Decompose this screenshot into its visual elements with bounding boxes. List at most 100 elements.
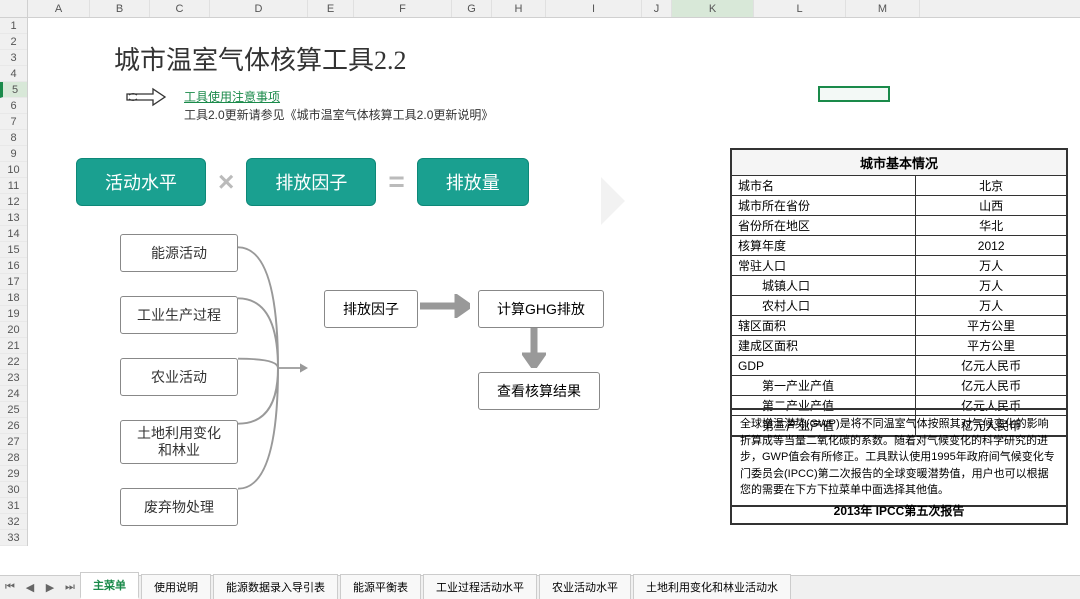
row-header[interactable]: 32 <box>0 514 27 530</box>
row-header[interactable]: 17 <box>0 274 27 290</box>
table-row[interactable]: 城市名北京 <box>731 176 1067 196</box>
sheet-tab[interactable]: 能源数据录入导引表 <box>213 574 338 599</box>
cell-selection[interactable] <box>818 86 890 102</box>
view-result-box[interactable]: 查看核算结果 <box>478 372 600 410</box>
row-header[interactable]: 33 <box>0 530 27 546</box>
emission-factor-box[interactable]: 排放因子 <box>324 290 418 328</box>
tab-nav-prev[interactable]: ◀ <box>20 581 40 594</box>
sheet-tab[interactable]: 农业活动水平 <box>539 574 631 599</box>
row-header[interactable]: 28 <box>0 450 27 466</box>
table-row[interactable]: 常驻人口万人 <box>731 256 1067 276</box>
usage-notes-link[interactable]: 工具使用注意事项 <box>184 88 280 105</box>
table-row[interactable]: 省份所在地区华北 <box>731 216 1067 236</box>
table-row[interactable]: 第一产业产值亿元人民币 <box>731 376 1067 396</box>
row-header[interactable]: 18 <box>0 290 27 306</box>
row-header[interactable]: 29 <box>0 466 27 482</box>
row-header[interactable]: 5 <box>0 82 27 98</box>
info-label: GDP <box>731 356 916 376</box>
column-header[interactable]: M <box>846 0 920 17</box>
table-row[interactable]: 农村人口万人 <box>731 296 1067 316</box>
sheet-tab[interactable]: 主菜单 <box>80 572 139 599</box>
row-header[interactable]: 19 <box>0 306 27 322</box>
row-header[interactable]: 30 <box>0 482 27 498</box>
info-value[interactable]: 万人 <box>916 256 1067 276</box>
info-value[interactable]: 亿元人民币 <box>916 356 1067 376</box>
column-header[interactable]: I <box>546 0 642 17</box>
sheet-tabs-bar: ⏮ ◀ ▶ ⏭ 主菜单使用说明能源数据录入导引表能源平衡表工业过程活动水平农业活… <box>0 575 1080 599</box>
row-header[interactable]: 16 <box>0 258 27 274</box>
sheet-canvas[interactable]: 城市温室气体核算工具2.2 工具使用注意事项 工具2.0更新请参见《城市温室气体… <box>28 18 1080 575</box>
row-header[interactable]: 4 <box>0 66 27 82</box>
row-header[interactable]: 20 <box>0 322 27 338</box>
info-value[interactable]: 万人 <box>916 276 1067 296</box>
tab-nav-next[interactable]: ▶ <box>40 581 60 594</box>
activity-box[interactable]: 废弃物处理 <box>120 488 238 526</box>
activity-box[interactable]: 农业活动 <box>120 358 238 396</box>
column-header[interactable]: D <box>210 0 308 17</box>
info-value[interactable]: 华北 <box>916 216 1067 236</box>
row-header[interactable]: 7 <box>0 114 27 130</box>
column-header[interactable]: E <box>308 0 354 17</box>
pill-factor: 排放因子 <box>246 158 376 206</box>
column-header[interactable]: B <box>90 0 150 17</box>
table-row[interactable]: 建成区面积平方公里 <box>731 336 1067 356</box>
row-header[interactable]: 31 <box>0 498 27 514</box>
sheet-tab[interactable]: 土地利用变化和林业活动水 <box>633 574 791 599</box>
table-row[interactable]: 城市所在省份山西 <box>731 196 1067 216</box>
row-header[interactable]: 12 <box>0 194 27 210</box>
table-row[interactable]: GDP亿元人民币 <box>731 356 1067 376</box>
row-header[interactable]: 13 <box>0 210 27 226</box>
row-header[interactable]: 6 <box>0 98 27 114</box>
activity-box[interactable]: 工业生产过程 <box>120 296 238 334</box>
row-header[interactable]: 25 <box>0 402 27 418</box>
info-value[interactable]: 北京 <box>916 176 1067 196</box>
column-header[interactable]: J <box>642 0 672 17</box>
calc-ghg-box[interactable]: 计算GHG排放 <box>478 290 604 328</box>
row-header[interactable]: 10 <box>0 162 27 178</box>
info-value[interactable]: 平方公里 <box>916 316 1067 336</box>
select-all-corner[interactable] <box>0 0 28 17</box>
row-header[interactable]: 11 <box>0 178 27 194</box>
pill-emission: 排放量 <box>417 158 529 206</box>
row-header[interactable]: 15 <box>0 242 27 258</box>
pointing-hand-icon <box>125 86 167 108</box>
sheet-tab[interactable]: 使用说明 <box>141 574 211 599</box>
row-header[interactable]: 27 <box>0 434 27 450</box>
row-header[interactable]: 14 <box>0 226 27 242</box>
column-header[interactable]: K <box>672 0 754 17</box>
tab-nav-first[interactable]: ⏮ <box>0 581 20 594</box>
row-header[interactable]: 9 <box>0 146 27 162</box>
row-header[interactable]: 26 <box>0 418 27 434</box>
info-value[interactable]: 亿元人民币 <box>916 376 1067 396</box>
table-row[interactable]: 城镇人口万人 <box>731 276 1067 296</box>
row-header[interactable]: 23 <box>0 370 27 386</box>
info-label: 核算年度 <box>731 236 916 256</box>
row-header[interactable]: 1 <box>0 18 27 34</box>
info-value[interactable]: 万人 <box>916 296 1067 316</box>
row-header[interactable]: 22 <box>0 354 27 370</box>
column-header[interactable]: G <box>452 0 492 17</box>
row-header[interactable]: 2 <box>0 34 27 50</box>
column-header[interactable]: L <box>754 0 846 17</box>
column-header[interactable]: C <box>150 0 210 17</box>
column-header[interactable]: A <box>28 0 90 17</box>
tab-nav-last[interactable]: ⏭ <box>60 581 80 594</box>
row-header[interactable]: 24 <box>0 386 27 402</box>
column-header[interactable]: H <box>492 0 546 17</box>
table-row[interactable]: 辖区面积平方公里 <box>731 316 1067 336</box>
row-header[interactable]: 21 <box>0 338 27 354</box>
table-row[interactable]: 核算年度2012 <box>731 236 1067 256</box>
sheet-tab[interactable]: 工业过程活动水平 <box>423 574 537 599</box>
activity-box[interactable]: 能源活动 <box>120 234 238 272</box>
gwp-select[interactable]: 2013年 IPCC第五次报告 <box>730 498 1068 525</box>
column-header[interactable]: F <box>354 0 452 17</box>
info-label: 城镇人口 <box>731 276 916 296</box>
sheet-tab[interactable]: 能源平衡表 <box>340 574 421 599</box>
info-value[interactable]: 2012 <box>916 236 1067 256</box>
info-value[interactable]: 平方公里 <box>916 336 1067 356</box>
row-header[interactable]: 3 <box>0 50 27 66</box>
activity-box[interactable]: 土地利用变化 和林业 <box>120 420 238 464</box>
row-header[interactable]: 8 <box>0 130 27 146</box>
info-value[interactable]: 山西 <box>916 196 1067 216</box>
activity-column: 能源活动 工业生产过程 农业活动 土地利用变化 和林业 废弃物处理 <box>120 234 238 550</box>
